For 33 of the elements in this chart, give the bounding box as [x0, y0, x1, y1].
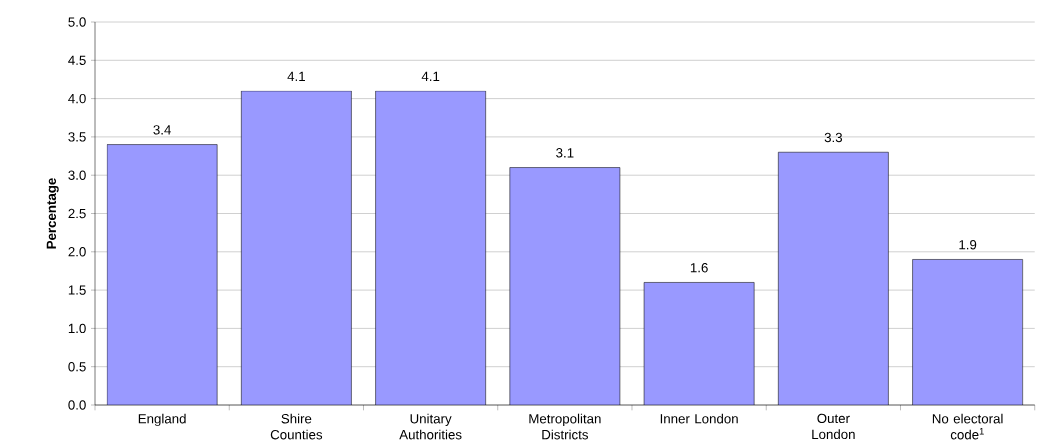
y-tick-label: 4.0 — [68, 93, 86, 104]
x-tick-label: Metropolitan Districts — [529, 413, 601, 440]
data-label: 1.9 — [959, 240, 977, 250]
x-tick-label: Outer London — [812, 413, 855, 440]
data-label: 4.1 — [421, 71, 440, 81]
bar — [241, 90, 352, 405]
y-tick-label: 4.5 — [68, 55, 86, 65]
y-tick-label: 2.5 — [68, 208, 86, 219]
bar — [912, 259, 1023, 405]
x-tick-label: Shire Counties — [270, 413, 323, 440]
bar — [644, 282, 755, 405]
x-tick-label: No electoral code$^{1}$ — [932, 413, 1003, 440]
bar — [509, 167, 620, 405]
bar — [778, 152, 889, 405]
y-tick-label: 0.5 — [68, 362, 86, 372]
y-tick-label: 3.5 — [68, 132, 86, 142]
y-tick-label: 1.0 — [68, 323, 86, 334]
data-label: 4.1 — [287, 71, 305, 81]
y-tick-label: 0.0 — [68, 400, 86, 410]
y-tick-label: 5.0 — [68, 17, 86, 27]
y-tick-label: 1.5 — [68, 285, 86, 295]
x-tick-label: Unitary Authorities — [399, 413, 462, 440]
x-tick-label: Inner London — [660, 413, 738, 424]
data-label: 3.1 — [556, 148, 574, 158]
bar — [107, 144, 218, 405]
bar — [375, 90, 486, 405]
y-tick-label: 3.0 — [68, 170, 86, 180]
data-label: 3.3 — [824, 132, 843, 143]
data-label: 1.6 — [690, 263, 708, 273]
data-label: 3.4 — [153, 125, 171, 135]
y-tick-label: 2.0 — [68, 247, 86, 257]
x-tick-label: England — [138, 413, 186, 427]
y-axis-title: Percentage — [46, 178, 59, 249]
